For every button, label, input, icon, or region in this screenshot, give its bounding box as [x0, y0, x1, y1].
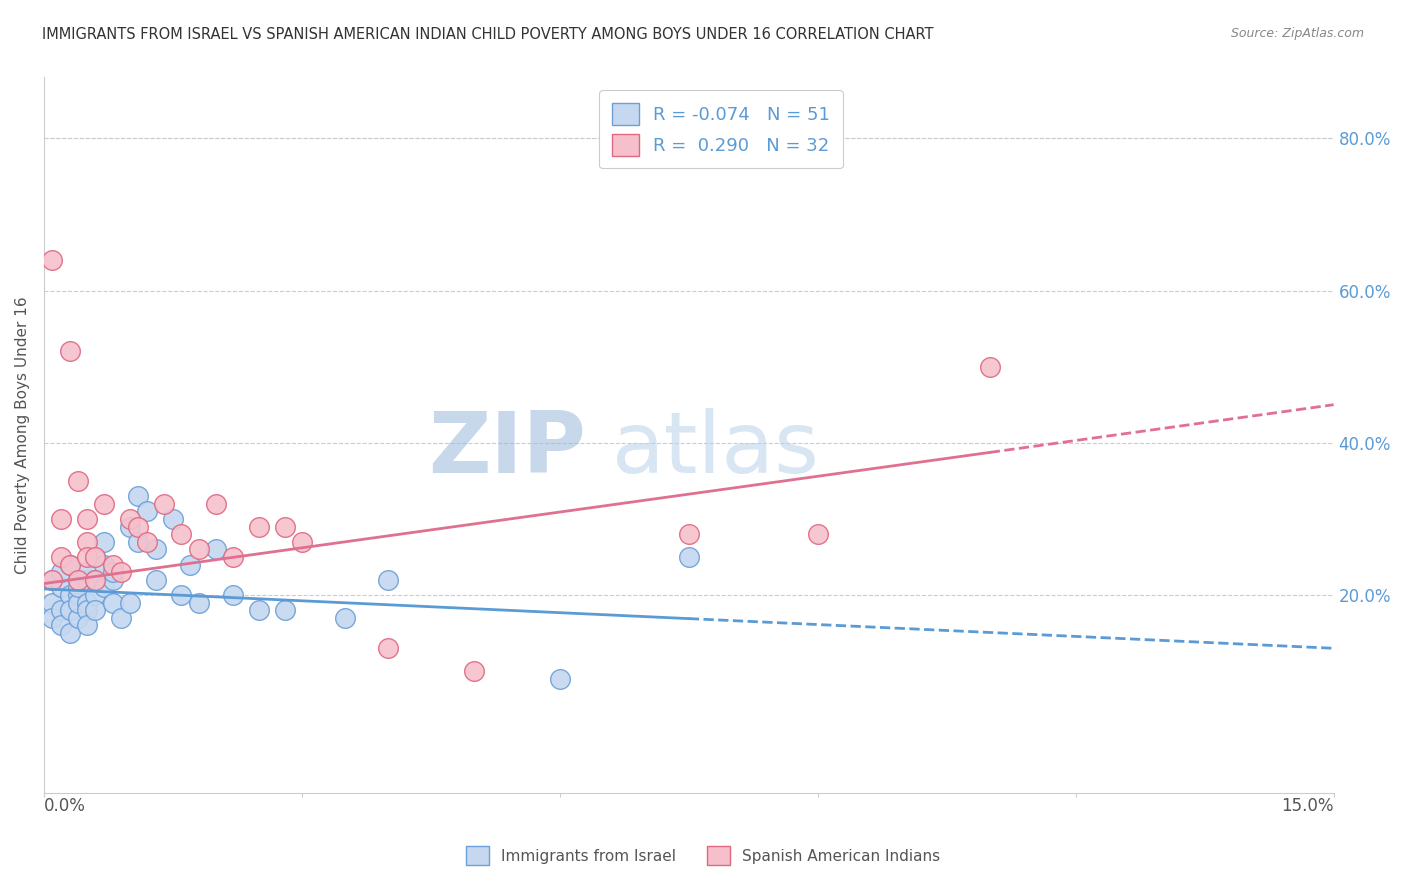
Text: IMMIGRANTS FROM ISRAEL VS SPANISH AMERICAN INDIAN CHILD POVERTY AMONG BOYS UNDER: IMMIGRANTS FROM ISRAEL VS SPANISH AMERIC… — [42, 27, 934, 42]
Point — [49, 581, 72, 595]
Point — [49, 603, 72, 617]
Point — [807, 527, 830, 541]
Point — [678, 527, 700, 541]
Point — [93, 581, 115, 595]
Point — [205, 542, 228, 557]
Point — [101, 565, 124, 579]
Point — [49, 549, 72, 564]
Point — [101, 558, 124, 572]
Point — [76, 534, 98, 549]
Point — [291, 534, 314, 549]
Text: 15.0%: 15.0% — [1281, 797, 1334, 814]
Point — [76, 565, 98, 579]
Point — [118, 519, 141, 533]
Point — [67, 581, 90, 595]
Point — [41, 573, 63, 587]
Legend: R = -0.074   N = 51, R =  0.290   N = 32: R = -0.074 N = 51, R = 0.290 N = 32 — [599, 90, 842, 169]
Point — [84, 573, 107, 587]
Point — [59, 588, 82, 602]
Point — [127, 489, 149, 503]
Point — [127, 534, 149, 549]
Point — [333, 611, 356, 625]
Point — [179, 558, 201, 572]
Point — [84, 603, 107, 617]
Point — [59, 558, 82, 572]
Point — [84, 549, 107, 564]
Point — [93, 534, 115, 549]
Point — [678, 549, 700, 564]
Text: ZIP: ZIP — [427, 408, 585, 491]
Point — [187, 542, 209, 557]
Point — [145, 542, 167, 557]
Point — [41, 611, 63, 625]
Point — [187, 596, 209, 610]
Y-axis label: Child Poverty Among Boys Under 16: Child Poverty Among Boys Under 16 — [15, 296, 30, 574]
Point — [76, 549, 98, 564]
Point — [377, 573, 399, 587]
Point — [205, 497, 228, 511]
Point — [49, 618, 72, 632]
Point — [84, 588, 107, 602]
Point — [127, 519, 149, 533]
Point — [93, 558, 115, 572]
Point — [145, 573, 167, 587]
Point — [84, 573, 107, 587]
Point — [247, 603, 270, 617]
Point — [101, 596, 124, 610]
Point — [118, 596, 141, 610]
Point — [41, 573, 63, 587]
Point — [153, 497, 176, 511]
Point — [979, 359, 1001, 374]
Point — [222, 588, 245, 602]
Point — [170, 588, 193, 602]
Point — [76, 603, 98, 617]
Text: atlas: atlas — [612, 408, 820, 491]
Point — [67, 596, 90, 610]
Point — [59, 626, 82, 640]
Text: Source: ZipAtlas.com: Source: ZipAtlas.com — [1230, 27, 1364, 40]
Point — [222, 549, 245, 564]
Point — [84, 549, 107, 564]
Point — [136, 534, 159, 549]
Point — [49, 512, 72, 526]
Point — [76, 596, 98, 610]
Point — [59, 558, 82, 572]
Point — [67, 588, 90, 602]
Point — [67, 573, 90, 587]
Point — [76, 618, 98, 632]
Point — [463, 664, 485, 678]
Legend: Immigrants from Israel, Spanish American Indians: Immigrants from Israel, Spanish American… — [460, 840, 946, 871]
Point — [548, 672, 571, 686]
Point — [136, 504, 159, 518]
Point — [170, 527, 193, 541]
Point — [162, 512, 184, 526]
Point — [76, 573, 98, 587]
Point — [93, 497, 115, 511]
Point — [273, 519, 295, 533]
Point — [59, 344, 82, 359]
Point — [247, 519, 270, 533]
Point — [110, 565, 132, 579]
Point — [59, 603, 82, 617]
Point — [273, 603, 295, 617]
Text: 0.0%: 0.0% — [44, 797, 86, 814]
Point — [41, 253, 63, 268]
Point — [41, 596, 63, 610]
Point — [49, 565, 72, 579]
Point — [118, 512, 141, 526]
Point — [377, 641, 399, 656]
Point — [67, 474, 90, 488]
Point — [76, 512, 98, 526]
Point — [101, 573, 124, 587]
Point — [67, 573, 90, 587]
Point — [67, 611, 90, 625]
Point — [110, 611, 132, 625]
